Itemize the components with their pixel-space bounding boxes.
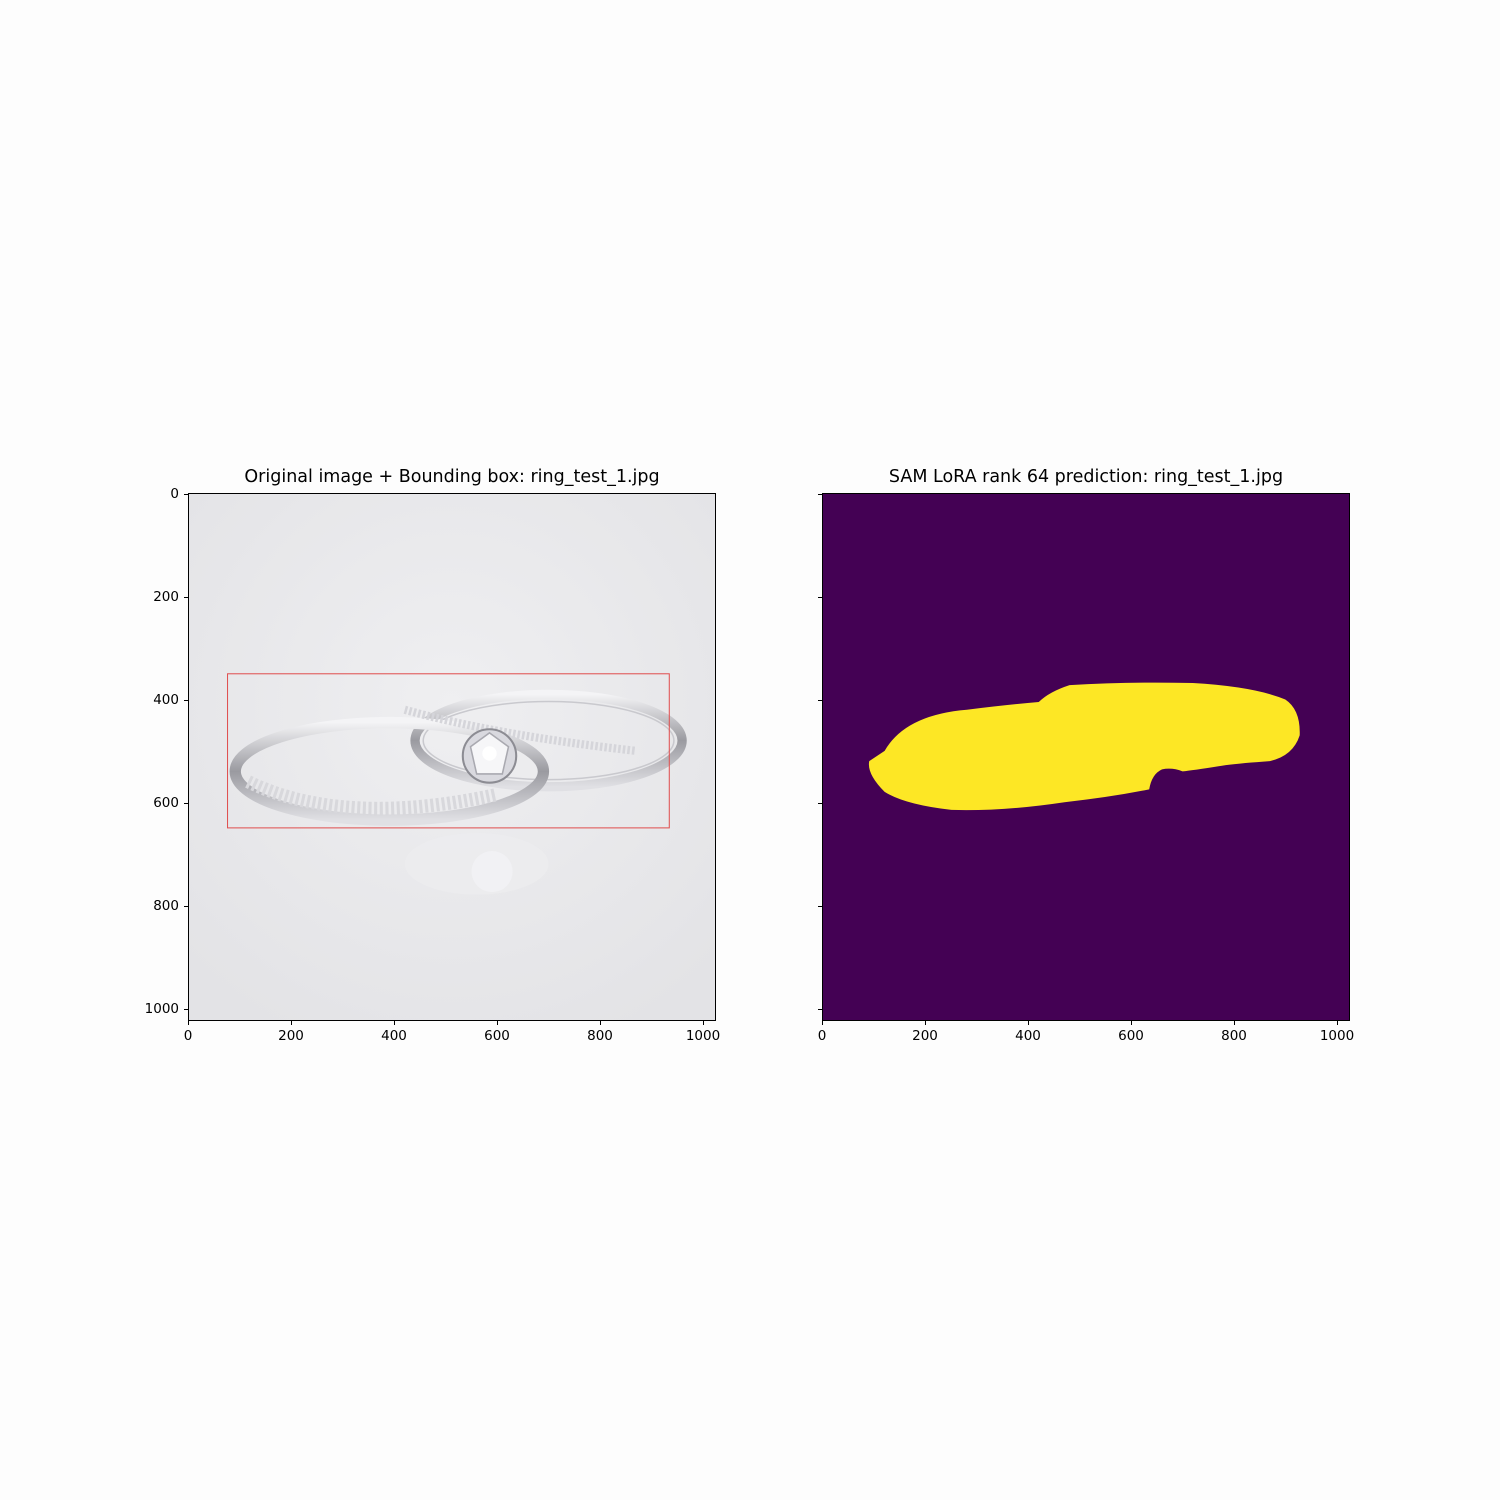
y-tick-mark <box>818 597 822 598</box>
x-tick-mark <box>1131 1021 1132 1025</box>
x-tick-mark <box>600 1021 601 1025</box>
x-tick-mark <box>925 1021 926 1025</box>
x-tick-mark <box>703 1021 704 1025</box>
y-tick-mark <box>184 494 188 495</box>
y-tick-label: 200 <box>153 589 179 605</box>
y-tick-mark <box>184 803 188 804</box>
x-tick-mark <box>291 1021 292 1025</box>
y-tick-mark <box>818 906 822 907</box>
y-tick-label: 0 <box>170 486 179 502</box>
x-tick-mark <box>1234 1021 1235 1025</box>
y-tick-mark <box>818 700 822 701</box>
x-tick-mark <box>497 1021 498 1025</box>
y-tick-mark <box>184 906 188 907</box>
x-tick-mark <box>822 1021 823 1025</box>
y-tick-mark <box>818 803 822 804</box>
ring-photo <box>189 494 715 1020</box>
x-tick-mark <box>1028 1021 1029 1025</box>
x-tick-label: 600 <box>484 1028 510 1044</box>
x-tick-mark <box>188 1021 189 1025</box>
x-tick-label: 800 <box>1221 1028 1247 1044</box>
x-tick-label: 200 <box>912 1028 938 1044</box>
x-tick-label: 200 <box>278 1028 304 1044</box>
x-tick-mark <box>394 1021 395 1025</box>
x-tick-label: 0 <box>817 1028 827 1044</box>
y-tick-mark <box>184 1009 188 1010</box>
x-tick-label: 400 <box>381 1028 407 1044</box>
x-tick-label: 800 <box>587 1028 613 1044</box>
original-image-axes <box>188 493 716 1021</box>
y-tick-mark <box>818 1009 822 1010</box>
y-tick-mark <box>184 700 188 701</box>
y-tick-label: 400 <box>153 692 179 708</box>
x-tick-label: 400 <box>1015 1028 1041 1044</box>
x-tick-mark <box>1337 1021 1338 1025</box>
prediction-mask-axes <box>822 493 1350 1021</box>
left-panel-title: Original image + Bounding box: ring_test… <box>244 467 660 487</box>
x-tick-label: 1000 <box>1319 1028 1355 1044</box>
y-tick-label: 800 <box>153 898 179 914</box>
x-tick-label: 1000 <box>685 1028 721 1044</box>
y-tick-mark <box>818 494 822 495</box>
y-tick-label: 1000 <box>144 1001 179 1017</box>
right-panel-title: SAM LoRA rank 64 prediction: ring_test_1… <box>888 467 1284 487</box>
x-tick-label: 0 <box>183 1028 193 1044</box>
segmentation-mask <box>823 494 1349 1020</box>
y-tick-mark <box>184 597 188 598</box>
x-tick-label: 600 <box>1118 1028 1144 1044</box>
y-tick-label: 600 <box>153 795 179 811</box>
